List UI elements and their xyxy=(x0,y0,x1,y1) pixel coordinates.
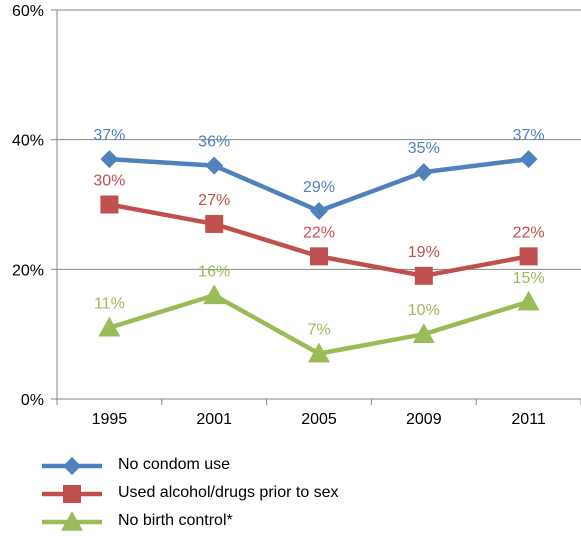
legend-label: No condom use xyxy=(118,456,231,473)
y-tick-label: 60% xyxy=(12,3,44,20)
data-label: 11% xyxy=(94,296,125,313)
data-point-square xyxy=(310,247,328,266)
data-label: 30% xyxy=(93,173,125,190)
data-point-square xyxy=(100,195,119,214)
data-label: 36% xyxy=(198,134,230,151)
x-tick-label: 2011 xyxy=(511,411,546,428)
y-tick-label: 20% xyxy=(12,262,44,279)
data-label: 22% xyxy=(303,224,335,241)
data-label: 35% xyxy=(408,140,440,157)
x-tick-label: 2009 xyxy=(406,411,442,428)
legend-marker-square xyxy=(63,485,81,503)
y-tick-label: 0% xyxy=(21,392,44,409)
data-label: 22% xyxy=(513,224,545,241)
data-label: 16% xyxy=(198,263,230,280)
legend-swatch-triangle xyxy=(42,511,102,531)
legend-marker-triangle xyxy=(61,511,83,531)
data-point-triangle xyxy=(517,290,540,311)
data-label: 37% xyxy=(513,127,545,144)
axes xyxy=(51,9,581,405)
data-point-triangle xyxy=(98,316,121,337)
data-point-diamond xyxy=(414,163,433,182)
data-point-square xyxy=(205,214,224,233)
x-tick-label: 2005 xyxy=(301,411,337,428)
data-point-triangle xyxy=(203,284,226,305)
legend-swatch-square xyxy=(42,485,102,503)
gridlines xyxy=(57,9,581,270)
legend-swatch-diamond xyxy=(42,457,102,475)
data-label: 19% xyxy=(408,244,440,261)
data-point-square xyxy=(414,266,433,285)
x-tick-label: 2001 xyxy=(196,411,232,428)
data-label: 27% xyxy=(198,192,230,209)
x-axis-tick-labels: 1995 2001 2005 2009 2011 xyxy=(92,411,546,428)
y-axis-tick-labels: 0% 20% 40% 60% xyxy=(12,3,44,409)
data-point-diamond xyxy=(519,150,538,169)
data-point-diamond xyxy=(100,150,119,169)
data-point-triangle xyxy=(308,342,330,363)
data-point-diamond xyxy=(205,156,224,175)
data-point-triangle xyxy=(412,323,435,343)
data-point-square xyxy=(519,247,538,266)
data-label: 15% xyxy=(513,270,545,287)
legend-label: No birth control* xyxy=(118,512,233,529)
data-labels: 37% 36% 29% 35% 37% 30% 27% 22% 19% 22% 11% 16% 7% 10… xyxy=(93,127,544,339)
legend-label: Used alcohol/drugs prior to sex xyxy=(118,484,339,501)
data-point-diamond xyxy=(310,201,328,220)
data-label: 10% xyxy=(408,302,440,319)
series-lines xyxy=(98,150,540,363)
data-label: 37% xyxy=(93,127,125,144)
line-chart: 0% 20% 40% 60% 1995 2001 2005 2009 2011 37% 36% 2… xyxy=(12,3,581,428)
legend-marker-diamond xyxy=(63,457,81,475)
data-label: 7% xyxy=(307,322,330,339)
data-label: 29% xyxy=(303,179,335,196)
y-tick-label: 40% xyxy=(12,133,44,150)
x-tick-label: 1995 xyxy=(92,411,128,428)
